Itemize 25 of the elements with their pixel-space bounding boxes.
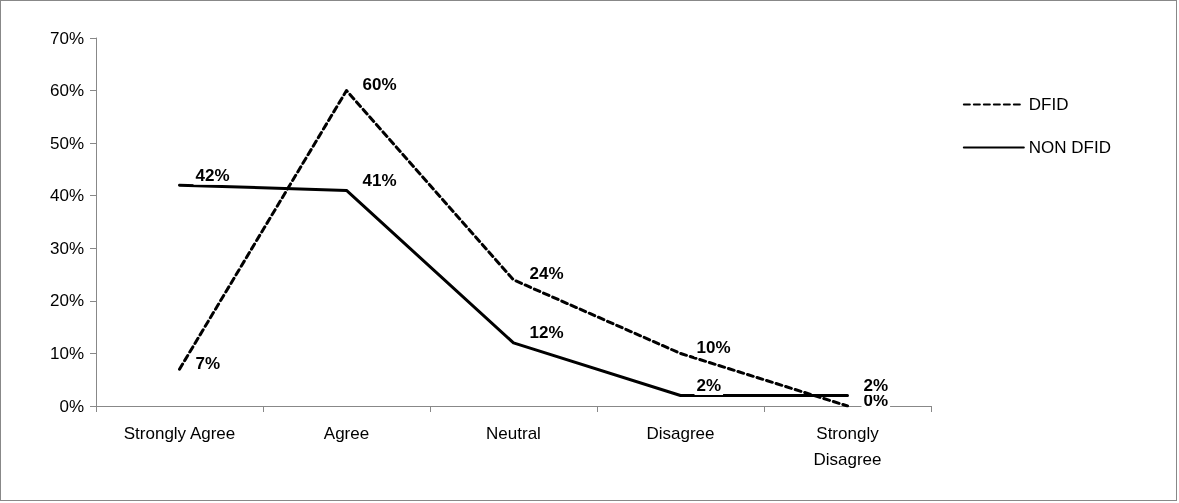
data-label: 41% — [362, 170, 397, 190]
x-tick-label: Strongly Disagree — [813, 423, 882, 469]
y-tick-label: 20% — [49, 291, 84, 311]
x-tick-label: Neutral — [486, 423, 541, 443]
data-label: 42% — [195, 165, 230, 185]
y-tick-label: 60% — [49, 81, 84, 101]
legend-label: DFID — [1028, 95, 1069, 114]
y-tick-label: 50% — [49, 133, 84, 153]
x-tick-label: Agree — [323, 423, 370, 443]
data-label: 12% — [529, 323, 564, 343]
line-series — [178, 89, 849, 408]
data-label: 7% — [195, 353, 221, 373]
legend-label: NON DFID — [1028, 138, 1112, 157]
x-tick-label: Disagree — [646, 423, 715, 443]
y-tick-label: 0% — [59, 396, 84, 416]
x-tick-label: Strongly Agree — [123, 423, 236, 443]
y-tick-label: 40% — [49, 186, 84, 206]
data-label: 24% — [529, 264, 564, 284]
y-tick-label: 30% — [49, 238, 84, 258]
data-label: 10% — [696, 337, 731, 357]
y-tick-label: 10% — [49, 343, 84, 363]
y-tick-label: 70% — [49, 28, 84, 48]
data-label: 60% — [362, 75, 397, 95]
data-label: 2% — [863, 375, 889, 395]
data-label: 2% — [696, 375, 722, 395]
